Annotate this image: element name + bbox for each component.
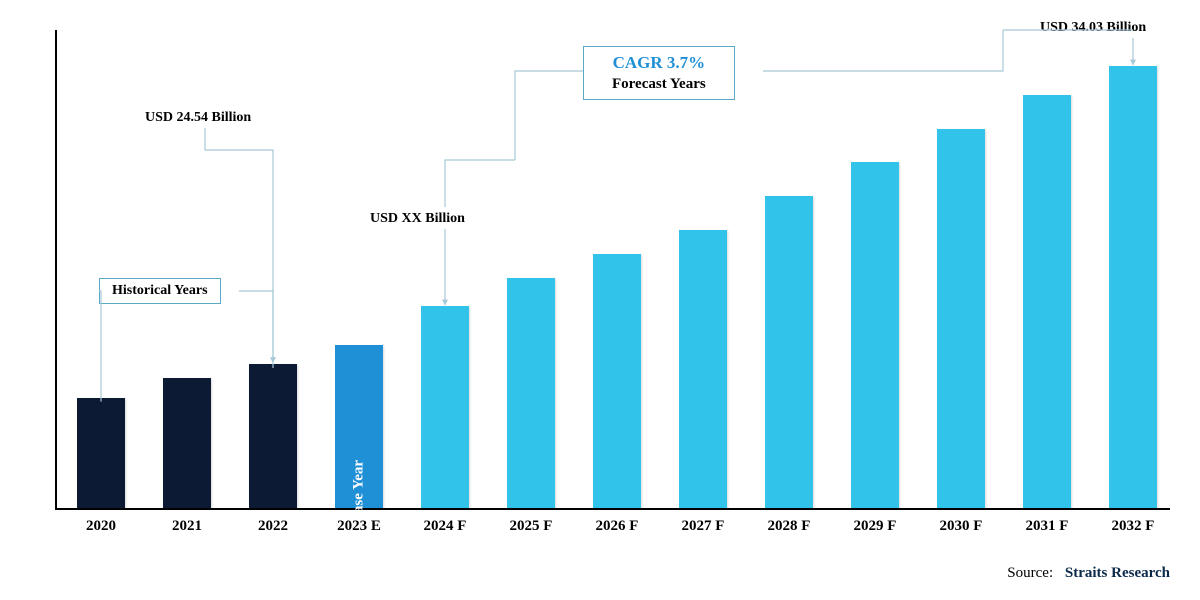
bar: [679, 230, 727, 508]
plot-area: Base Year: [55, 30, 1170, 510]
forecast-years-label: Forecast Years: [612, 76, 706, 93]
base-year-label: Base Year: [351, 460, 368, 523]
market-forecast-chart: Base Year 2020 2021 2022 2023 E 2024 F 2025 F…: [0, 0, 1200, 600]
historical-years-box: Historical Years: [99, 278, 221, 304]
forecast-box: CAGR 3.7% Forecast Years: [583, 46, 735, 100]
x-axis-label: 2028 F: [768, 518, 811, 535]
cagr-label: CAGR 3.7%: [612, 53, 706, 73]
bar: [765, 196, 813, 508]
historical-years-label: Historical Years: [112, 283, 208, 298]
bar: [163, 378, 211, 508]
x-axis-label: 2032 F: [1112, 518, 1155, 535]
bar: [851, 162, 899, 508]
callout-2024-value: USD XX Billion: [370, 211, 465, 227]
x-axis: [55, 508, 1170, 510]
source-name: Straits Research: [1065, 565, 1170, 581]
bars-group: Base Year: [55, 28, 1170, 508]
source-attribution: Source: Straits Research: [1007, 565, 1170, 582]
bar: [1023, 95, 1071, 508]
callout-2032-value: USD 34.03 Billion: [1040, 20, 1146, 36]
x-axis-label: 2021: [172, 518, 202, 535]
x-axis-label: 2023 E: [337, 518, 381, 535]
x-axis-label: 2020: [86, 518, 116, 535]
x-axis-label: 2026 F: [596, 518, 639, 535]
source-label: Source:: [1007, 565, 1053, 581]
bar: [1109, 66, 1157, 508]
bar: [937, 129, 985, 508]
bar: [593, 254, 641, 508]
x-axis-label: 2027 F: [682, 518, 725, 535]
x-axis-label: 2022: [258, 518, 288, 535]
bar: [249, 364, 297, 508]
x-axis-label: 2024 F: [424, 518, 467, 535]
bar: [507, 278, 555, 508]
callout-2022-value: USD 24.54 Billion: [145, 110, 251, 126]
bar: [77, 398, 125, 508]
bar: Base Year: [335, 345, 383, 508]
x-axis-label: 2025 F: [510, 518, 553, 535]
x-axis-label: 2029 F: [854, 518, 897, 535]
x-axis-label: 2030 F: [940, 518, 983, 535]
x-axis-label: 2031 F: [1026, 518, 1069, 535]
bar: [421, 306, 469, 508]
